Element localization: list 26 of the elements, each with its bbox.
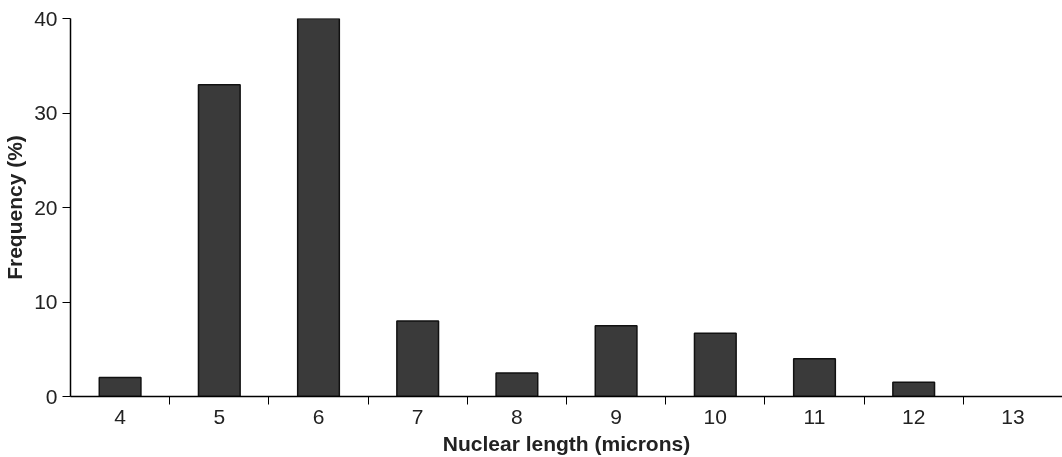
x-axis-title: Nuclear length (microns) [442, 431, 691, 455]
bar [594, 324, 638, 397]
y-tick-label: 10 [34, 290, 58, 313]
x-tick-label: 6 [312, 404, 325, 428]
x-tick-label: 12 [902, 404, 926, 428]
x-tick-label: 9 [610, 404, 622, 428]
x-tick-label: 10 [703, 404, 727, 428]
x-tick-label: 8 [511, 404, 523, 428]
x-tick-label: 5 [213, 404, 226, 428]
bar [197, 83, 241, 397]
bar [892, 381, 936, 397]
x-tick-label: 11 [803, 404, 826, 428]
bar [396, 320, 440, 397]
y-tick-label: 40 [34, 6, 58, 30]
bar [693, 332, 737, 397]
y-tick-label: 20 [34, 195, 58, 219]
bar [296, 18, 341, 397]
x-tick-label: 13 [1001, 404, 1025, 428]
y-axis-title: Frequency (%) [3, 135, 27, 280]
bar [495, 372, 539, 397]
x-tick-label: 4 [114, 404, 127, 428]
x-tick-label: 7 [411, 404, 424, 428]
bar [792, 357, 837, 397]
y-tick-label: 30 [34, 101, 58, 124]
bar [98, 376, 142, 397]
y-tick-label: 0 [45, 384, 58, 408]
